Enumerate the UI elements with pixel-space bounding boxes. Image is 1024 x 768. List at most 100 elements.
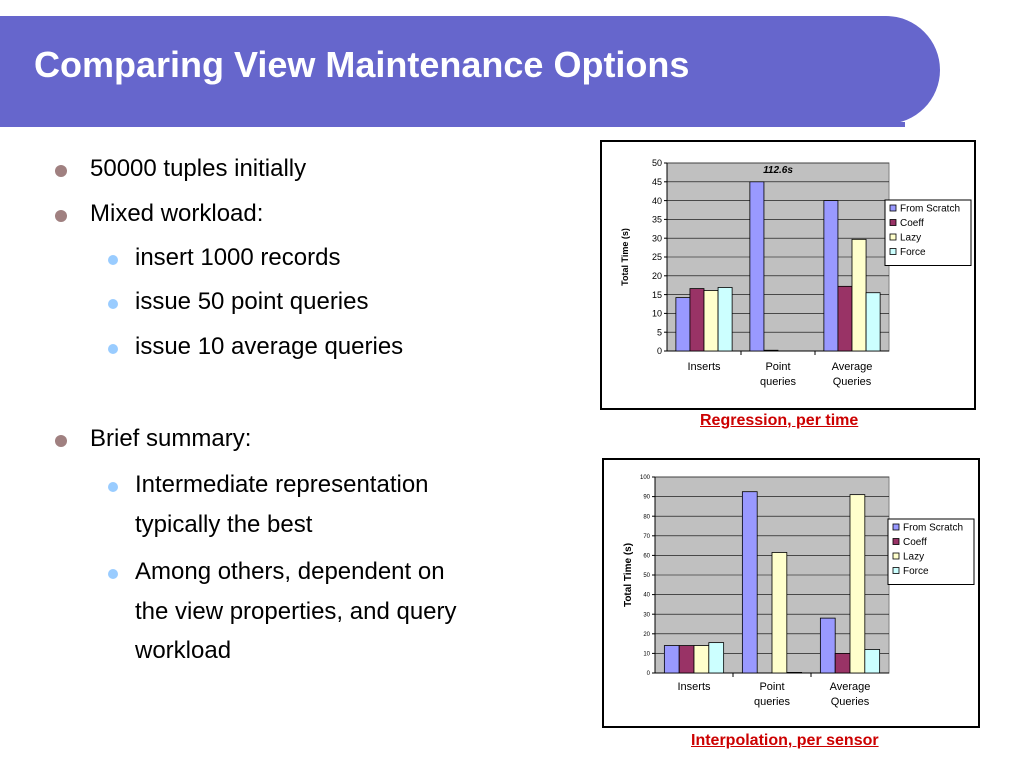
bullet-marker	[108, 344, 118, 354]
legend-label: From Scratch	[903, 523, 963, 534]
sub-bullet-text: Among others, dependent on	[135, 558, 445, 585]
legend	[884, 199, 972, 266]
bullet-marker	[55, 210, 67, 222]
bullet-marker	[55, 165, 67, 177]
bar-force	[708, 642, 725, 674]
bar-coeff	[834, 652, 851, 674]
x-category-label: queries	[760, 376, 797, 388]
chart-interpolation: 0 10 20 30 40 50 60 70 80 90 100 Inserts Point querie…	[602, 458, 980, 728]
y-tick-label: 70	[643, 534, 650, 540]
slide-title: Comparing View Maintenance Options	[34, 44, 690, 85]
legend-label: Force	[900, 247, 926, 258]
y-tick-label: 25	[652, 252, 662, 262]
y-axis-label: Total Time (s)	[623, 543, 634, 607]
bar-coeff	[678, 645, 695, 674]
bar-from-scratch	[741, 491, 758, 674]
y-tick-label: 60	[643, 554, 650, 560]
y-tick-label: 5	[657, 327, 662, 337]
sub-bullet-text: issue 10 average queries	[135, 333, 404, 360]
bullet-marker	[108, 255, 118, 265]
y-tick-label: 50	[652, 158, 662, 168]
bar-lazy	[771, 552, 788, 674]
caption-interpolation: Interpolation, per sensor	[691, 732, 879, 749]
x-category-label: queries	[754, 696, 791, 708]
y-tick-label: 50	[643, 573, 650, 579]
x-category-label: Queries	[833, 376, 872, 388]
bullet-text: 50000 tuples initially	[90, 155, 307, 182]
bar-from-scratch	[663, 645, 680, 674]
sub-bullet-text: insert 1000 records	[135, 244, 341, 271]
bar-coeff	[763, 349, 779, 352]
y-tick-label: 100	[640, 475, 651, 481]
bar-from-scratch	[675, 297, 691, 352]
y-tick-label: 40	[652, 196, 662, 206]
y-tick-label: 20	[643, 632, 650, 638]
title-banner	[0, 16, 940, 124]
legend-label: From Scratch	[900, 204, 960, 215]
bullet-text: Brief summary:	[90, 425, 252, 452]
x-category-label: Point	[759, 681, 784, 693]
legend-label: Lazy	[903, 552, 924, 563]
bar-from-scratch	[749, 181, 765, 352]
legend-swatch	[889, 219, 897, 226]
legend-label: Coeff	[903, 537, 927, 548]
value-annotation: 112.6s	[763, 165, 793, 176]
bar-from-scratch	[819, 617, 836, 674]
x-category-label: Queries	[831, 696, 870, 708]
sub-bullet-text: workload	[135, 637, 232, 664]
legend-label: Force	[903, 566, 929, 577]
sub-bullet-text: the view properties, and query	[135, 598, 457, 625]
y-tick-label: 0	[647, 671, 651, 677]
title-underline	[0, 122, 905, 127]
x-category-label: Point	[765, 361, 790, 373]
legend-swatch	[892, 523, 900, 531]
x-category-label: Inserts	[677, 681, 711, 693]
bullet-marker	[108, 482, 118, 492]
bullet-marker	[108, 569, 118, 579]
x-category-label: Average	[832, 361, 873, 373]
bar-force	[864, 649, 881, 674]
y-tick-label: 10	[643, 652, 650, 658]
y-tick-label: 40	[643, 593, 650, 599]
sub-bullet-text: typically the best	[135, 511, 313, 538]
caption-regression: Regression, per time	[700, 412, 859, 429]
y-tick-label: 10	[652, 309, 662, 319]
bar-lazy	[693, 645, 710, 674]
bullet-list: 50000 tuples initially Mixed workload: ins…	[55, 155, 457, 664]
y-tick-label: 35	[652, 215, 662, 225]
bar-force	[786, 672, 803, 674]
legend-swatch	[889, 233, 897, 241]
y-tick-label: 15	[652, 290, 662, 300]
bullet-text: Mixed workload:	[90, 200, 264, 227]
y-tick-label: 30	[652, 233, 662, 243]
y-tick-label: 45	[652, 177, 662, 187]
bar-lazy	[703, 290, 719, 352]
x-category-label: Inserts	[687, 361, 721, 373]
legend-swatch	[892, 552, 900, 560]
bar-lazy	[849, 494, 866, 674]
x-category-label: Average	[830, 681, 871, 693]
bar-coeff	[837, 285, 853, 352]
y-tick-label: 20	[652, 271, 662, 281]
y-tick-label: 80	[643, 514, 650, 520]
legend-swatch	[889, 248, 897, 255]
legend-label: Lazy	[900, 233, 921, 244]
chart-regression: 0 5 10 15 20 25 30 35 40 45 50 Inserts Point queries A…	[600, 140, 976, 410]
bar-force	[717, 287, 733, 352]
legend-swatch	[889, 204, 897, 212]
bar-force	[865, 292, 881, 352]
y-tick-label: 90	[643, 495, 650, 501]
sub-bullet-text: issue 50 point queries	[135, 288, 369, 315]
legend-swatch	[892, 567, 900, 574]
y-tick-label: 0	[657, 346, 662, 356]
y-axis-label: Total Time (s)	[620, 228, 630, 286]
bar-from-scratch	[823, 200, 839, 352]
legend	[887, 518, 975, 585]
bullet-marker	[108, 299, 118, 309]
legend-label: Coeff	[900, 218, 924, 229]
y-tick-label: 30	[643, 612, 650, 618]
legend-swatch	[892, 538, 900, 545]
bar-lazy	[851, 238, 867, 352]
sub-bullet-text: Intermediate representation	[135, 471, 429, 498]
bar-coeff	[689, 288, 705, 352]
